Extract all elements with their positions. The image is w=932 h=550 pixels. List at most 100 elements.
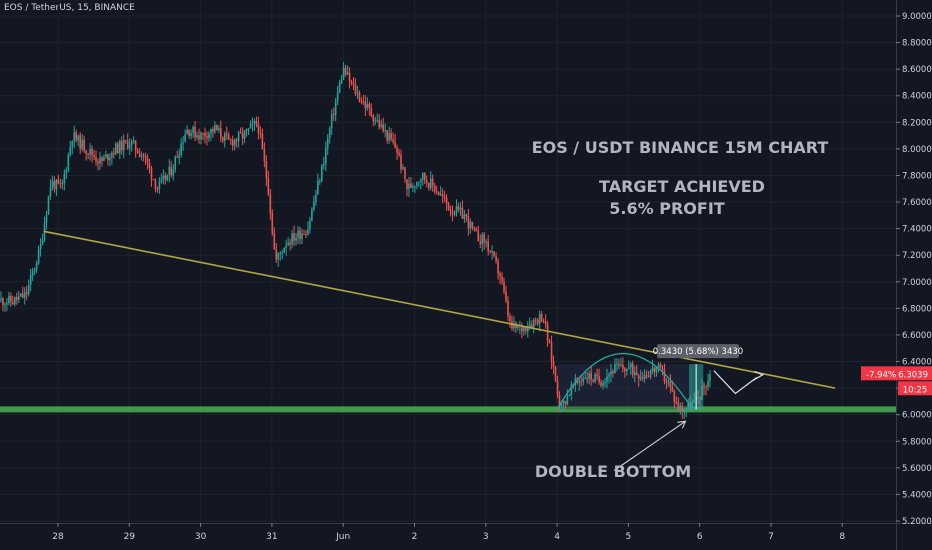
x-tick-label-0: 28 [52, 532, 64, 542]
candle-body-280 [554, 367, 557, 381]
candle-body-45 [89, 148, 91, 155]
candle-body-4 [8, 295, 10, 304]
candle-body-68 [134, 140, 137, 151]
candle-body-327 [647, 376, 650, 378]
candle-body-92 [182, 142, 184, 144]
candle-body-191 [378, 120, 381, 128]
x-tick-label-9: 6 [697, 532, 703, 542]
candle-body-285 [564, 400, 567, 405]
candle-body-114 [225, 133, 228, 135]
candle-body-203 [402, 167, 404, 170]
candle-body-81 [160, 178, 163, 182]
candle-body-51 [101, 157, 103, 161]
candle-body-194 [384, 130, 386, 132]
candle-body-346 [685, 408, 688, 411]
candle-body-6 [12, 302, 14, 305]
x-tick-label-1: 29 [124, 532, 136, 542]
candle-body-154 [305, 234, 307, 236]
candle-body-121 [239, 132, 242, 134]
candle-body-202 [400, 154, 402, 170]
candle-body-39 [77, 135, 80, 141]
double-bottom-arrow [613, 420, 686, 471]
candle-body-286 [566, 396, 569, 405]
candle-body-219 [433, 185, 436, 192]
candle-body-212 [420, 179, 422, 182]
candle-body-250 [495, 256, 497, 262]
annotation-profit: 5.6% PROFIT [609, 199, 724, 218]
candle-body-157 [311, 209, 313, 221]
candle-body-78 [154, 179, 157, 189]
candle-body-239 [473, 227, 476, 229]
candle-body-3 [6, 303, 8, 305]
candle-body-36 [71, 141, 74, 147]
candle-body-148 [293, 233, 295, 241]
candle-body-303 [600, 382, 602, 387]
candle-body-145 [287, 242, 289, 246]
candle-body-298 [590, 372, 592, 380]
candle-body-267 [528, 324, 531, 329]
candle-body-115 [227, 134, 230, 140]
candle-body-44 [87, 153, 89, 155]
x-tick-label-3: 31 [266, 532, 277, 542]
candle-body-176 [348, 72, 351, 82]
candle-body-5 [10, 295, 12, 303]
candle-body-231 [457, 206, 460, 210]
candle-body-345 [683, 410, 686, 412]
candle-body-130 [257, 123, 260, 133]
candle-body-149 [295, 237, 297, 241]
candle-body-227 [449, 210, 452, 212]
candle-body-192 [380, 124, 383, 128]
candle-body-23 [45, 214, 48, 224]
candle-body-74 [146, 157, 149, 164]
candle-body-12 [23, 292, 26, 298]
candle-body-338 [669, 381, 672, 387]
candle-body-48 [95, 157, 97, 162]
y-tick-label-19: 5.2000 [902, 517, 932, 527]
descending-trendline[interactable] [43, 230, 836, 389]
candle-body-54 [107, 154, 109, 161]
candle-body-25 [49, 186, 52, 196]
countdown-bg [898, 381, 932, 396]
candle-body-249 [493, 251, 495, 257]
candle-body-79 [156, 188, 159, 190]
candle-body-84 [166, 174, 169, 180]
candle-body-315 [624, 368, 626, 372]
candle-body-330 [653, 367, 656, 372]
candle-body-253 [501, 276, 503, 282]
x-tick-label-5: 2 [412, 532, 418, 542]
countdown: 10:25 [903, 385, 928, 395]
candle-body-123 [243, 130, 246, 139]
candle-body-143 [283, 247, 285, 253]
candle-body-300 [594, 374, 596, 382]
candle-body-181 [358, 92, 361, 102]
candle-body-184 [364, 101, 367, 109]
candle-body-328 [649, 371, 652, 377]
candle-body-158 [313, 201, 315, 210]
y-tick-label-17: 5.6000 [902, 464, 932, 474]
candle-body-72 [142, 155, 145, 157]
candle-body-268 [530, 324, 533, 328]
candle-body-133 [263, 148, 266, 162]
candle-body-15 [29, 274, 32, 285]
candle-body-26 [51, 180, 54, 187]
candle-body-156 [309, 220, 311, 230]
candle-body-355 [703, 385, 705, 388]
candle-body-57 [113, 152, 115, 154]
y-tick-label-5: 8.0000 [902, 145, 932, 155]
candle-body-52 [103, 156, 105, 161]
x-tick-label-7: 4 [554, 532, 560, 542]
candle-body-343 [679, 406, 682, 412]
y-tick-label-7: 7.6000 [902, 198, 932, 208]
candle-body-73 [144, 156, 147, 158]
candle-body-321 [635, 372, 638, 376]
support-band [0, 406, 896, 413]
candle-body-311 [616, 363, 618, 365]
candle-body-89 [176, 156, 179, 158]
candle-body-312 [618, 363, 620, 366]
y-tick-label-12: 6.6000 [902, 331, 932, 341]
candle-body-18 [35, 263, 38, 270]
candle-body-295 [584, 378, 587, 380]
candle-body-211 [418, 181, 420, 183]
